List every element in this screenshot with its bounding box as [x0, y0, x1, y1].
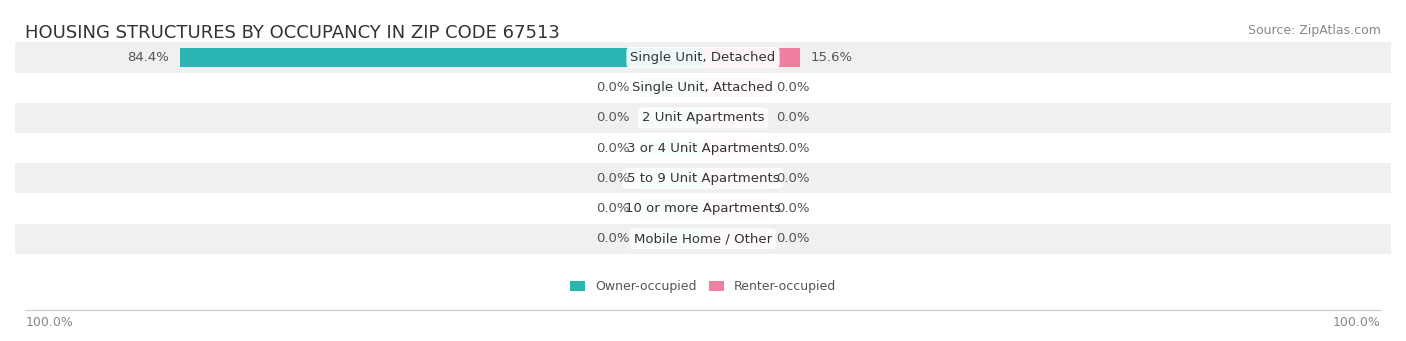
Text: 5 to 9 Unit Apartments: 5 to 9 Unit Apartments: [627, 172, 779, 185]
Bar: [15, 42, 1391, 73]
Text: 100.0%: 100.0%: [25, 316, 73, 329]
Text: 0.0%: 0.0%: [596, 112, 630, 124]
Text: 0.0%: 0.0%: [596, 81, 630, 94]
Text: 0.0%: 0.0%: [776, 202, 810, 215]
Bar: [703, 199, 765, 218]
Text: 0.0%: 0.0%: [596, 142, 630, 154]
Text: 0.0%: 0.0%: [596, 172, 630, 185]
Bar: [15, 73, 1391, 103]
Text: 84.4%: 84.4%: [128, 51, 169, 64]
Text: 0.0%: 0.0%: [596, 232, 630, 245]
Bar: [15, 193, 1391, 224]
Bar: [703, 139, 765, 158]
Bar: [15, 163, 1391, 193]
Text: Single Unit, Attached: Single Unit, Attached: [633, 81, 773, 94]
Text: HOUSING STRUCTURES BY OCCUPANCY IN ZIP CODE 67513: HOUSING STRUCTURES BY OCCUPANCY IN ZIP C…: [25, 24, 560, 42]
Text: 0.0%: 0.0%: [776, 81, 810, 94]
Bar: [15, 224, 1391, 254]
Legend: Owner-occupied, Renter-occupied: Owner-occupied, Renter-occupied: [565, 275, 841, 298]
Bar: [641, 108, 703, 127]
Text: 10 or more Apartments: 10 or more Apartments: [626, 202, 780, 215]
Bar: [703, 78, 765, 97]
Bar: [15, 133, 1391, 163]
Bar: [641, 169, 703, 188]
Text: Mobile Home / Other: Mobile Home / Other: [634, 232, 772, 245]
Text: 0.0%: 0.0%: [776, 172, 810, 185]
Text: 0.0%: 0.0%: [776, 142, 810, 154]
Bar: [703, 229, 765, 248]
Text: 0.0%: 0.0%: [596, 202, 630, 215]
Text: Single Unit, Detached: Single Unit, Detached: [630, 51, 776, 64]
Text: 0.0%: 0.0%: [776, 112, 810, 124]
Text: 2 Unit Apartments: 2 Unit Apartments: [641, 112, 765, 124]
Text: 15.6%: 15.6%: [811, 51, 852, 64]
Bar: [641, 199, 703, 218]
Bar: [703, 108, 765, 127]
Bar: [703, 48, 800, 67]
Bar: [641, 229, 703, 248]
Text: 100.0%: 100.0%: [1333, 316, 1381, 329]
Text: 0.0%: 0.0%: [776, 232, 810, 245]
Text: Source: ZipAtlas.com: Source: ZipAtlas.com: [1247, 24, 1381, 37]
Bar: [15, 103, 1391, 133]
Bar: [703, 169, 765, 188]
Bar: [641, 78, 703, 97]
Text: 3 or 4 Unit Apartments: 3 or 4 Unit Apartments: [627, 142, 779, 154]
Bar: [180, 48, 703, 67]
Bar: [641, 139, 703, 158]
